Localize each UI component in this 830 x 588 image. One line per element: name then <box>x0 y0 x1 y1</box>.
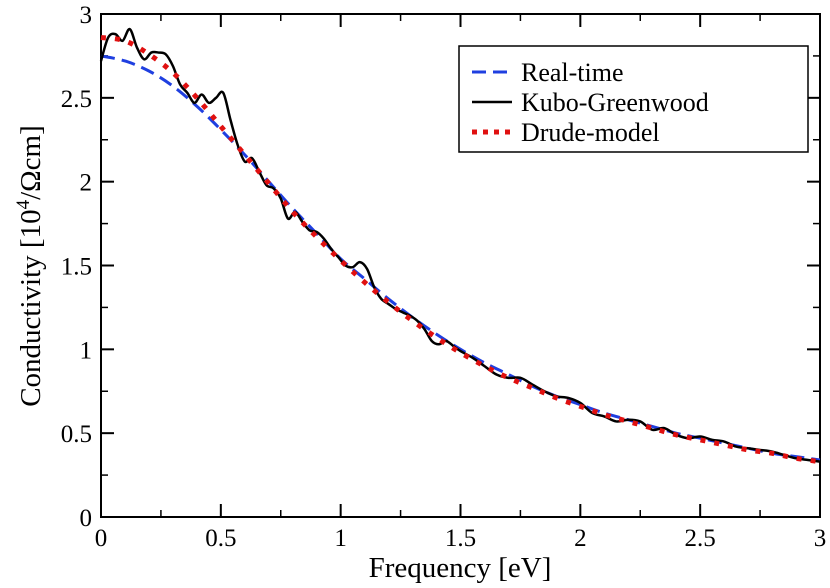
x-tick-label: 0.5 <box>205 525 236 552</box>
y-tick-label: 1 <box>80 337 93 364</box>
x-tick-label: 2.5 <box>685 525 716 552</box>
x-axis-title: Frequency [eV] <box>369 552 552 584</box>
x-tick-label: 0 <box>95 525 108 552</box>
series-line-drude-model <box>100 34 821 465</box>
legend-label-real-time: Real-time <box>521 58 624 87</box>
y-axis-title-prefix: Conductivity [10 <box>15 209 47 406</box>
y-tick-label: 3 <box>80 2 93 29</box>
x-tick-label: 2 <box>574 525 587 552</box>
x-tick-label: 1 <box>334 525 347 552</box>
y-tick-label: 2 <box>80 170 93 197</box>
y-tick-label: 0 <box>80 505 93 532</box>
y-tick-label: 0.5 <box>61 421 92 448</box>
y-axis-title-exponent: 4 <box>13 199 34 209</box>
x-tick-label: 3 <box>814 525 827 552</box>
y-tick-label: 1.5 <box>61 254 92 281</box>
y-axis-title: Conductivity [104/Ωcm] <box>13 125 47 407</box>
y-tick-label: 2.5 <box>61 86 92 113</box>
x-tick-label: 1.5 <box>445 525 476 552</box>
legend-box <box>458 45 809 153</box>
y-axis-title-suffix: /Ωcm] <box>15 125 47 200</box>
series-line-real-time <box>100 54 821 462</box>
legend: Real-time Kubo-Greenwood Drude-model <box>458 45 809 153</box>
legend-label-kubo-greenwood: Kubo-Greenwood <box>521 88 709 117</box>
legend-label-drude-model: Drude-model <box>521 118 660 147</box>
